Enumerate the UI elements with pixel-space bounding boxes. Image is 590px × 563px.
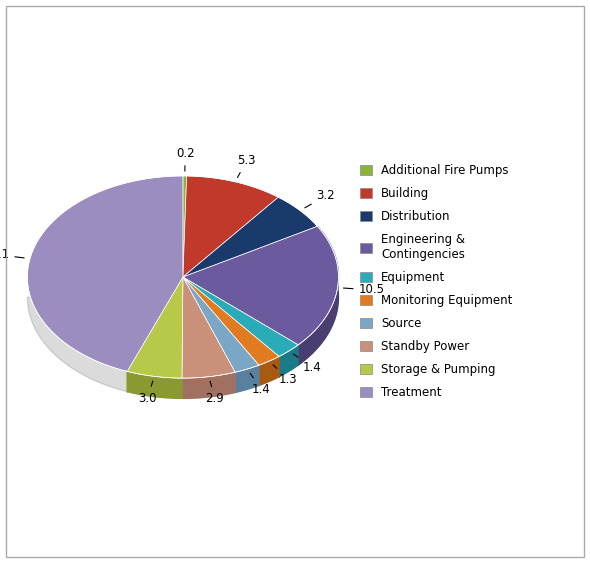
Text: 1.4: 1.4 [250, 373, 271, 396]
Legend: Additional Fire Pumps, Building, Distribution, Engineering &
Contingencies, Equi: Additional Fire Pumps, Building, Distrib… [360, 164, 513, 399]
Polygon shape [127, 372, 182, 399]
Text: 5.3: 5.3 [237, 154, 256, 177]
Text: 23.1: 23.1 [0, 248, 24, 261]
Polygon shape [183, 277, 298, 356]
Polygon shape [183, 226, 339, 345]
Polygon shape [27, 297, 339, 399]
Text: 10.5: 10.5 [343, 283, 385, 297]
Polygon shape [259, 356, 279, 386]
Text: 3.2: 3.2 [305, 189, 335, 208]
Polygon shape [183, 277, 259, 372]
Polygon shape [183, 197, 317, 277]
Text: 0.2: 0.2 [176, 147, 195, 171]
Polygon shape [182, 277, 235, 378]
Polygon shape [183, 176, 278, 277]
Polygon shape [127, 277, 183, 378]
Polygon shape [183, 277, 279, 365]
Text: 2.9: 2.9 [205, 381, 224, 405]
Text: 1.3: 1.3 [273, 365, 297, 386]
Polygon shape [235, 365, 259, 392]
Polygon shape [183, 176, 186, 277]
Text: 3.0: 3.0 [139, 381, 157, 405]
Polygon shape [182, 372, 235, 399]
Polygon shape [27, 176, 183, 372]
Polygon shape [298, 226, 339, 365]
Polygon shape [279, 345, 298, 377]
Text: 1.4: 1.4 [293, 354, 322, 374]
